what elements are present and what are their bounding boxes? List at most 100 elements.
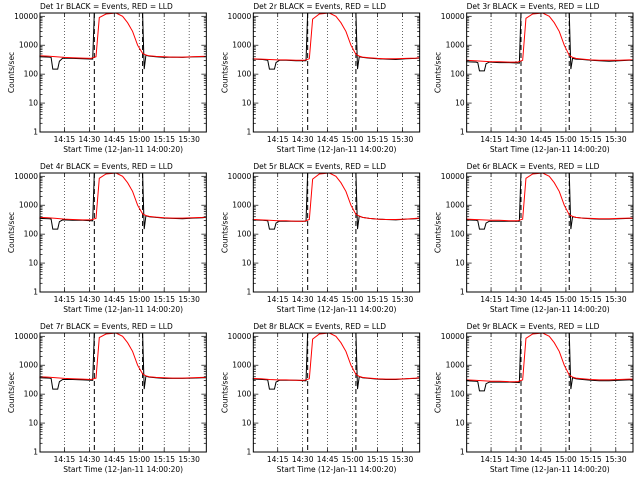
y-axis-label: Counts/sec	[220, 52, 229, 93]
detector-panel: Det 4r BLACK = Events, RED = LLD 1 10 100 10…	[7, 162, 207, 314]
detector-panel: Det 3r BLACK = Events, RED = LLD 1 10 100 10…	[434, 2, 634, 154]
y-axis-label: Counts/sec	[220, 372, 229, 413]
series-line-lld	[466, 12, 633, 63]
plot-frame	[466, 172, 634, 293]
x-axis-label: Start Time (12-Jan-11 14:00:20)	[63, 305, 183, 314]
y-tick-label: 1	[247, 448, 252, 457]
x-tick-label: 14:30	[292, 135, 314, 144]
y-tick-label: 100	[24, 390, 39, 399]
x-tick-label: 15:15	[153, 455, 175, 464]
series-line-lld	[252, 12, 420, 61]
x-tick-label: 14:30	[79, 135, 101, 144]
x-tick-label: 15:15	[367, 295, 389, 304]
detector-panel: Det 7r BLACK = Events, RED = LLD 1 10 100 10…	[7, 322, 207, 474]
x-tick-label: 14:30	[505, 295, 527, 304]
x-tick-label: 14:45	[317, 135, 339, 144]
x-tick-label: 14:30	[292, 295, 314, 304]
panel-title: Det 7r BLACK = Events, RED = LLD	[40, 322, 173, 331]
panel-title: Det 2r BLACK = Events, RED = LLD	[253, 2, 386, 11]
y-tick-label: 10000	[227, 332, 251, 341]
y-tick-label: 10	[242, 99, 252, 108]
y-tick-label: 1000	[19, 361, 38, 370]
x-tick-label: 15:00	[555, 295, 577, 304]
x-tick-label: 14:15	[267, 455, 289, 464]
plot-frame	[39, 332, 207, 453]
y-tick-label: 100	[24, 230, 39, 239]
y-tick-label: 1000	[19, 201, 38, 210]
x-tick-label: 15:15	[580, 135, 602, 144]
panel-title: Det 1r BLACK = Events, RED = LLD	[40, 2, 173, 11]
x-tick-label: 15:30	[605, 295, 627, 304]
y-tick-label: 1	[33, 288, 38, 297]
plot-frame	[252, 332, 421, 453]
y-tick-label: 10000	[441, 172, 465, 181]
x-axis-label: Start Time (12-Jan-11 14:00:20)	[277, 145, 397, 154]
y-tick-label: 10000	[14, 172, 38, 181]
panel-title: Det 8r BLACK = Events, RED = LLD	[253, 322, 386, 331]
x-tick-label: 15:00	[128, 455, 150, 464]
x-tick-label: 15:00	[555, 455, 577, 464]
y-tick-label: 10000	[441, 12, 465, 21]
plot-frame	[252, 12, 421, 133]
y-tick-label: 100	[237, 70, 252, 79]
y-tick-label: 10000	[227, 12, 251, 21]
y-tick-label: 1	[33, 128, 38, 137]
plot-frame	[466, 12, 634, 133]
x-tick-label: 14:45	[103, 455, 125, 464]
x-tick-label: 15:00	[555, 135, 577, 144]
x-tick-label: 15:00	[128, 135, 150, 144]
x-tick-label: 15:00	[342, 455, 364, 464]
series-line-lld	[466, 172, 633, 222]
y-tick-label: 10	[455, 419, 465, 428]
series-line-events	[466, 332, 633, 392]
x-tick-label: 15:15	[580, 295, 602, 304]
y-tick-label: 1000	[232, 201, 251, 210]
y-tick-label: 1	[460, 128, 465, 137]
y-tick-label: 1	[460, 288, 465, 297]
x-tick-label: 15:30	[392, 135, 414, 144]
y-tick-label: 1000	[446, 361, 465, 370]
series-line-lld	[252, 332, 420, 381]
y-tick-label: 1	[460, 448, 465, 457]
detector-panel: Det 6r BLACK = Events, RED = LLD 1 10 100 10…	[434, 162, 634, 314]
series-line-events	[252, 12, 420, 70]
y-tick-label: 100	[237, 390, 252, 399]
x-tick-label: 15:30	[605, 135, 627, 144]
y-tick-label: 100	[450, 390, 465, 399]
detector-panel: Det 5r BLACK = Events, RED = LLD 1 10 100 10…	[220, 162, 421, 314]
y-axis-label: Counts/sec	[434, 372, 443, 413]
y-axis-label: Counts/sec	[7, 52, 16, 93]
y-axis-label: Counts/sec	[434, 212, 443, 253]
x-tick-label: 14:45	[530, 135, 552, 144]
series-line-events	[39, 172, 206, 230]
x-tick-label: 14:45	[530, 295, 552, 304]
detector-panel: Det 2r BLACK = Events, RED = LLD 1 10 100 10…	[220, 2, 421, 154]
series-line-events	[39, 12, 206, 70]
series-line-lld	[252, 172, 420, 222]
x-tick-label: 14:15	[54, 135, 76, 144]
y-tick-label: 10	[28, 419, 38, 428]
x-tick-label: 15:15	[153, 295, 175, 304]
y-tick-label: 100	[450, 70, 465, 79]
x-axis-label: Start Time (12-Jan-11 14:00:20)	[63, 145, 183, 154]
x-tick-label: 14:15	[480, 455, 502, 464]
y-tick-label: 10	[28, 259, 38, 268]
x-tick-label: 14:30	[292, 455, 314, 464]
y-tick-label: 100	[24, 70, 39, 79]
x-tick-label: 15:30	[178, 455, 200, 464]
x-tick-label: 14:45	[317, 455, 339, 464]
y-tick-label: 100	[237, 230, 252, 239]
x-tick-label: 14:45	[103, 135, 125, 144]
series-line-events	[252, 332, 420, 390]
x-tick-label: 15:30	[392, 295, 414, 304]
panel-title: Det 3r BLACK = Events, RED = LLD	[467, 2, 600, 11]
x-tick-label: 15:00	[342, 295, 364, 304]
series-line-events	[39, 332, 206, 390]
panel-title: Det 4r BLACK = Events, RED = LLD	[40, 162, 173, 171]
x-tick-label: 14:45	[530, 455, 552, 464]
y-tick-label: 1	[33, 448, 38, 457]
x-axis-label: Start Time (12-Jan-11 14:00:20)	[63, 465, 183, 474]
x-tick-label: 14:30	[79, 455, 101, 464]
series-line-lld	[39, 332, 206, 381]
y-tick-label: 1000	[446, 41, 465, 50]
